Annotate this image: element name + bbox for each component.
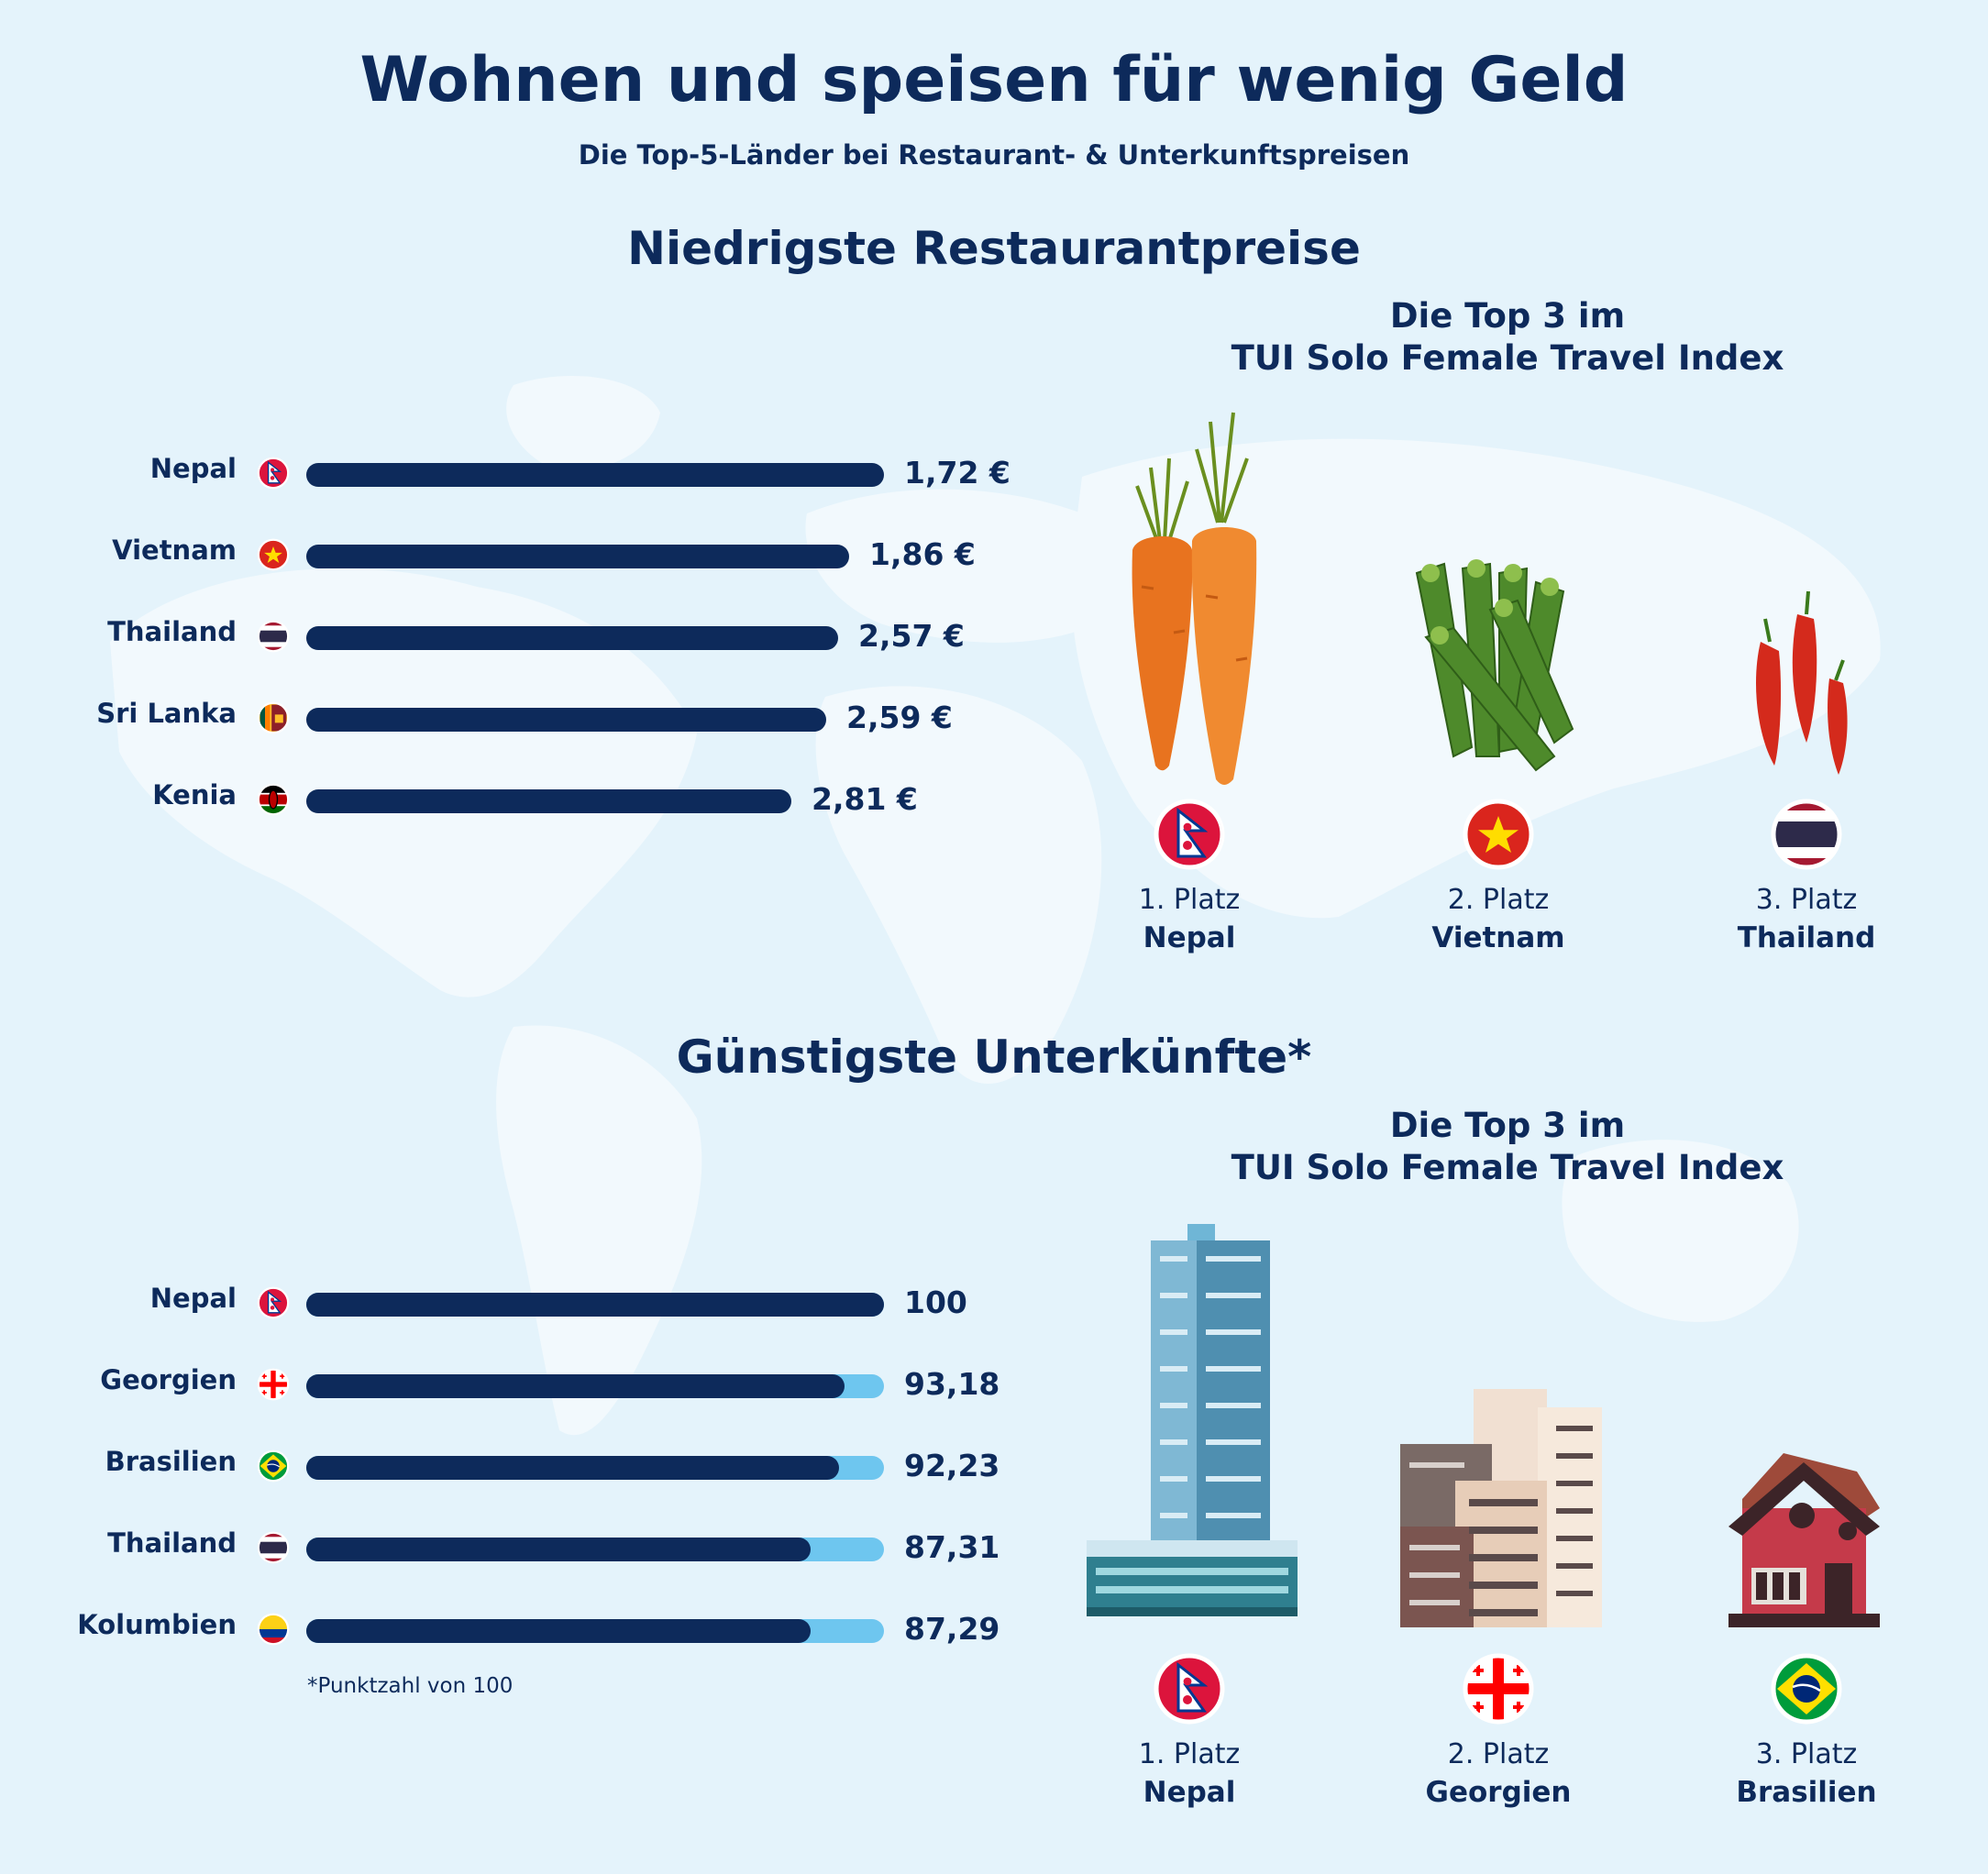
bar-row: Thailand 2,57 €	[0, 616, 1055, 654]
category-label: Nepal	[149, 453, 237, 484]
value-label: 2,57 €	[858, 618, 965, 654]
bar	[306, 626, 838, 650]
restaurant-podium-1: 1. Platz Nepal	[1061, 884, 1318, 954]
restaurant-section-title: Niedrigste Restaurantpreise	[627, 222, 1361, 275]
podium-country: Thailand	[1737, 921, 1876, 954]
category-label: Kenia	[152, 779, 237, 810]
podium3-flag-thailand	[1770, 798, 1843, 871]
bar-row: Nepal 1,72 €	[0, 453, 1055, 491]
house-icon	[1728, 1453, 1880, 1627]
podium-rank: 3. Platz	[1755, 884, 1858, 916]
footnote: *Punktzahl von 100	[307, 1674, 514, 1698]
value-label: 1,72 €	[904, 455, 1011, 491]
podium2-flag-vietnam	[1462, 798, 1535, 871]
bar	[306, 545, 849, 568]
accommodation-section-title: Günstigste Unterkünfte*	[676, 1031, 1312, 1084]
bar-row: Nepal 100	[0, 1283, 1055, 1320]
thailand-flag-icon	[257, 1531, 290, 1564]
page-subtitle: Die Top-5-Länder bei Restaurant- & Unter…	[578, 139, 1410, 171]
skyscraper-icon	[1087, 1224, 1298, 1616]
value-label: 93,18	[904, 1366, 1000, 1402]
value-label: 87,31	[904, 1529, 1000, 1565]
bar	[306, 1619, 811, 1643]
bar-row: Kenia 2,81 €	[0, 779, 1055, 817]
accommodation-top3-line2: TUI Solo Female Travel Index	[1231, 1148, 1784, 1187]
bar-row: Vietnam 1,86 €	[0, 535, 1055, 572]
podium-country: Nepal	[1143, 1776, 1236, 1809]
value-label: 100	[904, 1284, 967, 1320]
accommodation-podium-3: 3. Platz Brasilien	[1678, 1738, 1935, 1809]
value-label: 87,29	[904, 1611, 1000, 1647]
podium3-flag-brazil	[1770, 1652, 1843, 1725]
bar-row: Georgien 93,18	[0, 1364, 1055, 1402]
podium-country: Vietnam	[1431, 921, 1565, 954]
georgia-flag-icon	[257, 1368, 290, 1401]
value-label: 2,59 €	[846, 700, 953, 735]
value-label: 92,23	[904, 1448, 1000, 1483]
srilanka-flag-icon	[257, 701, 290, 734]
colombia-flag-icon	[257, 1613, 290, 1646]
accommodation-podium-1: 1. Platz Nepal	[1061, 1738, 1318, 1809]
restaurant-podium-3: 3. Platz Thailand	[1678, 884, 1935, 954]
carrots-icon	[1132, 412, 1257, 785]
category-label: Thailand	[107, 616, 237, 647]
accommodation-top3-line1: Die Top 3 im	[1389, 1106, 1626, 1145]
office-buildings-icon	[1400, 1389, 1602, 1627]
bar	[306, 708, 826, 732]
bar	[306, 789, 791, 813]
accommodation-top3-title: Die Top 3 im TUI Solo Female Travel Inde…	[1049, 1105, 1966, 1189]
category-label: Vietnam	[112, 535, 237, 566]
category-label: Nepal	[149, 1283, 237, 1314]
category-label: Sri Lanka	[96, 698, 237, 729]
bar	[306, 463, 884, 487]
okra-icon	[1415, 559, 1574, 772]
restaurant-top3-title: Die Top 3 im TUI Solo Female Travel Inde…	[1049, 295, 1966, 380]
value-label: 2,81 €	[812, 781, 918, 817]
podium1-flag-nepal	[1153, 798, 1226, 871]
podium-rank: 2. Platz	[1447, 1738, 1550, 1770]
nepal-flag-icon	[257, 1286, 290, 1319]
category-label: Thailand	[107, 1527, 237, 1559]
value-label: 1,86 €	[869, 536, 976, 572]
bar-row: Brasilien 92,23	[0, 1446, 1055, 1483]
bar-row: Thailand 87,31	[0, 1527, 1055, 1565]
restaurant-top3-line2: TUI Solo Female Travel Index	[1231, 338, 1784, 378]
category-label: Kolumbien	[77, 1609, 237, 1640]
category-label: Brasilien	[105, 1446, 237, 1477]
podium-rank: 3. Platz	[1755, 1738, 1858, 1770]
vietnam-flag-icon	[257, 538, 290, 571]
category-label: Georgien	[100, 1364, 237, 1395]
bar	[306, 1538, 811, 1561]
thailand-flag-icon	[257, 620, 290, 653]
podium-country: Nepal	[1143, 921, 1236, 954]
bar-row: Sri Lanka 2,59 €	[0, 698, 1055, 735]
podium-country: Georgien	[1425, 1776, 1572, 1809]
podium-rank: 1. Platz	[1138, 884, 1241, 916]
bar	[306, 1293, 884, 1317]
page-title: Wohnen und speisen für wenig Geld	[359, 44, 1629, 116]
accommodation-podium-2: 2. Platz Georgien	[1370, 1738, 1627, 1809]
podium2-flag-georgia	[1462, 1652, 1535, 1725]
chili-peppers-icon	[1756, 590, 1848, 775]
bar	[306, 1374, 845, 1398]
brazil-flag-icon	[257, 1450, 290, 1483]
podium-rank: 2. Platz	[1447, 884, 1550, 916]
podium-country: Brasilien	[1736, 1776, 1877, 1809]
restaurant-podium-2: 2. Platz Vietnam	[1370, 884, 1627, 954]
bar-row: Kolumbien 87,29	[0, 1609, 1055, 1647]
podium-rank: 1. Platz	[1138, 1738, 1241, 1770]
podium1-flag-nepal	[1153, 1652, 1226, 1725]
bar	[306, 1456, 839, 1480]
kenya-flag-icon	[257, 783, 290, 816]
restaurant-top3-line1: Die Top 3 im	[1389, 296, 1626, 336]
nepal-flag-icon	[257, 457, 290, 490]
